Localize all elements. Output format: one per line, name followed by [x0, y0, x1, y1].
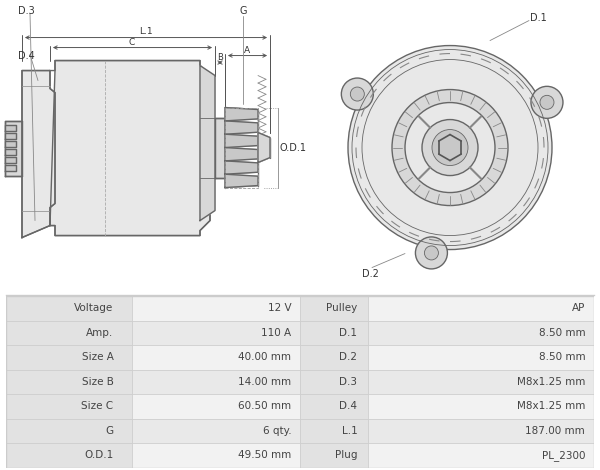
Bar: [300, 394, 368, 419]
Polygon shape: [5, 149, 16, 155]
Text: D.2: D.2: [362, 268, 379, 279]
Polygon shape: [5, 157, 16, 163]
Text: D.2: D.2: [340, 352, 358, 362]
Polygon shape: [5, 164, 16, 171]
Bar: [133, 394, 300, 419]
Text: O.D.1: O.D.1: [84, 450, 113, 461]
Bar: [6, 419, 133, 443]
Text: Plug: Plug: [335, 450, 358, 461]
Polygon shape: [50, 61, 210, 235]
Polygon shape: [225, 148, 258, 161]
Circle shape: [424, 246, 439, 260]
Text: AP: AP: [572, 303, 585, 313]
Text: L.1: L.1: [139, 27, 153, 36]
Text: D.3: D.3: [340, 377, 358, 387]
Text: B: B: [217, 53, 223, 62]
Bar: [225, 108, 258, 188]
Polygon shape: [5, 141, 16, 147]
Circle shape: [540, 95, 554, 110]
Text: Size A: Size A: [82, 352, 113, 362]
Bar: [133, 369, 300, 394]
Bar: [368, 394, 594, 419]
Circle shape: [392, 90, 508, 205]
Bar: [300, 419, 368, 443]
Bar: [300, 443, 368, 468]
Text: 60.50 mm: 60.50 mm: [238, 401, 291, 411]
Bar: [6, 321, 133, 345]
Bar: [133, 321, 300, 345]
Bar: [300, 321, 368, 345]
Polygon shape: [258, 133, 270, 163]
Bar: [6, 443, 133, 468]
Polygon shape: [225, 121, 258, 134]
Circle shape: [531, 86, 563, 118]
Text: D.4: D.4: [340, 401, 358, 411]
Text: M8x1.25 mm: M8x1.25 mm: [517, 401, 585, 411]
Polygon shape: [22, 70, 55, 237]
Circle shape: [348, 46, 552, 250]
Text: M8x1.25 mm: M8x1.25 mm: [517, 377, 585, 387]
Bar: [6, 345, 133, 369]
Bar: [368, 443, 594, 468]
Text: Size B: Size B: [82, 377, 113, 387]
Text: Voltage: Voltage: [74, 303, 113, 313]
Text: C: C: [129, 38, 135, 47]
Text: L.1: L.1: [342, 426, 358, 436]
Text: 49.50 mm: 49.50 mm: [238, 450, 291, 461]
Polygon shape: [215, 118, 225, 178]
Bar: [6, 369, 133, 394]
Circle shape: [415, 237, 448, 269]
Text: 12 V: 12 V: [268, 303, 291, 313]
Bar: [368, 321, 594, 345]
Text: Size C: Size C: [82, 401, 113, 411]
Text: G: G: [106, 426, 113, 436]
Polygon shape: [225, 134, 258, 148]
Bar: [368, 296, 594, 321]
Circle shape: [341, 78, 373, 110]
Circle shape: [422, 119, 478, 176]
Text: D.3: D.3: [18, 6, 35, 16]
Text: 14.00 mm: 14.00 mm: [238, 377, 291, 387]
Text: Amp.: Amp.: [86, 328, 113, 338]
Text: PL_2300: PL_2300: [542, 450, 585, 461]
Bar: [133, 345, 300, 369]
Circle shape: [405, 102, 495, 193]
Text: A: A: [244, 46, 250, 55]
Text: D.4: D.4: [18, 51, 35, 61]
Text: 110 A: 110 A: [261, 328, 291, 338]
Bar: [368, 369, 594, 394]
Polygon shape: [225, 174, 258, 188]
Bar: [6, 296, 133, 321]
Text: O.D.1: O.D.1: [280, 142, 307, 153]
Text: 40.00 mm: 40.00 mm: [238, 352, 291, 362]
Circle shape: [350, 87, 364, 101]
Polygon shape: [5, 120, 22, 176]
Text: 187.00 mm: 187.00 mm: [526, 426, 585, 436]
Polygon shape: [225, 108, 258, 121]
Bar: [133, 419, 300, 443]
Bar: [300, 345, 368, 369]
Text: D.1: D.1: [530, 13, 547, 23]
Bar: [368, 419, 594, 443]
Bar: [133, 443, 300, 468]
Text: Pulley: Pulley: [326, 303, 358, 313]
Polygon shape: [5, 133, 16, 139]
Circle shape: [432, 130, 468, 165]
Text: G: G: [239, 6, 247, 16]
Bar: [6, 394, 133, 419]
Bar: [368, 345, 594, 369]
Polygon shape: [200, 65, 215, 220]
Text: 8.50 mm: 8.50 mm: [539, 328, 585, 338]
Text: D.1: D.1: [340, 328, 358, 338]
Polygon shape: [225, 161, 258, 174]
Bar: [133, 296, 300, 321]
Text: 8.50 mm: 8.50 mm: [539, 352, 585, 362]
Text: 6 qty.: 6 qty.: [263, 426, 291, 436]
Circle shape: [362, 60, 538, 235]
Polygon shape: [5, 125, 16, 131]
Bar: [300, 369, 368, 394]
Bar: [300, 296, 368, 321]
